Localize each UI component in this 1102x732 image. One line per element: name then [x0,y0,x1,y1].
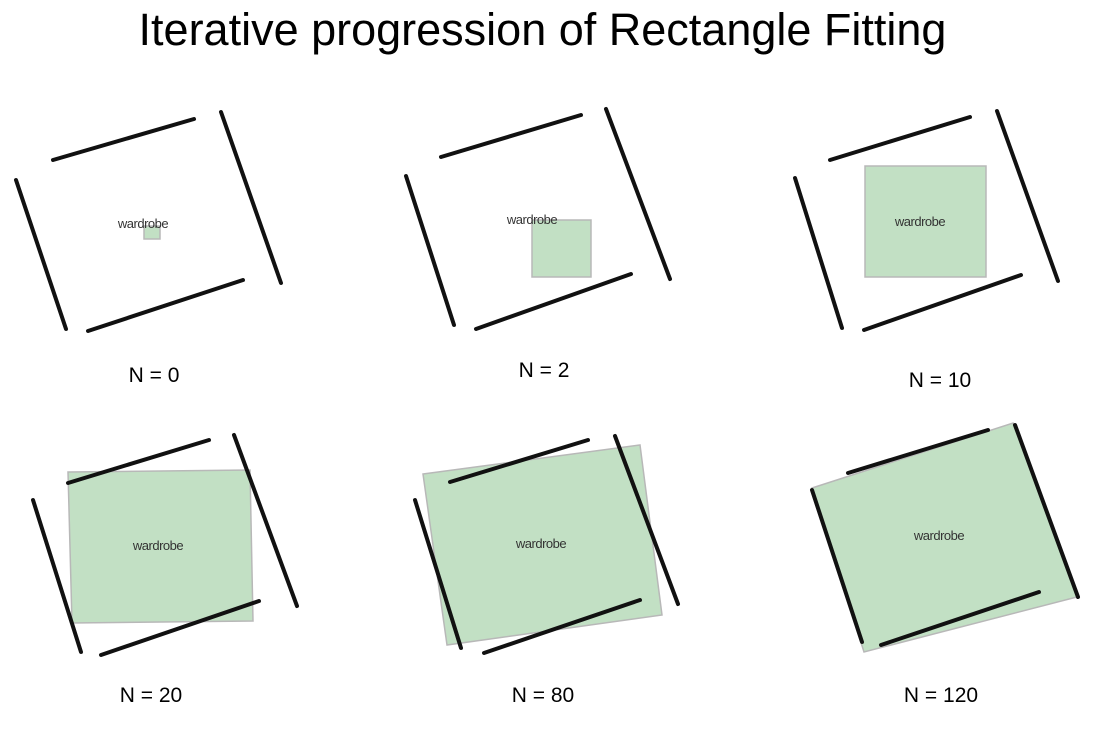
wall-left [810,488,864,644]
fitted-rectangle [864,165,987,278]
fitted-rectangle [422,444,663,646]
panel-n0: wardrobe N = 0 [14,110,283,387]
wall-bottom [862,273,1023,332]
fitted-rectangle [67,469,254,624]
wall-left [404,174,456,327]
wall-left [413,498,463,650]
fitted-rectangle [143,225,161,240]
panel-n2: wardrobe N = 2 [404,107,672,382]
wall-bottom [879,590,1041,647]
wall-right [219,110,283,285]
wall-left [793,176,844,330]
object-label: wardrobe [117,216,168,231]
wall-bottom [482,598,642,655]
panel-n80: wardrobe N = 80 [413,434,680,707]
panel-n20: wardrobe N = 20 [31,433,299,707]
wall-bottom [99,599,261,657]
panel-n10: wardrobe N = 10 [793,109,1060,392]
wall-right [1013,423,1080,599]
page-title: Iterative progression of Rectangle Fitti… [138,4,947,55]
panel-caption: N = 0 [129,364,180,387]
object-label: wardrobe [913,528,964,543]
wall-right [995,109,1060,283]
wall-left [14,178,68,331]
fitted-rectangle [531,219,592,278]
object-label: wardrobe [894,214,945,229]
wall-right [604,107,672,281]
wall-top [828,115,972,162]
wall-right [613,434,680,606]
panel-caption: N = 20 [120,684,182,707]
panel-caption: N = 80 [512,684,574,707]
panel-caption: N = 10 [909,369,971,392]
panel-caption: N = 120 [904,684,978,707]
wall-left [31,498,83,654]
wall-bottom [86,278,245,333]
wall-top [439,113,583,159]
wall-top [51,117,196,162]
object-label: wardrobe [506,212,557,227]
panel-n120: wardrobe N = 120 [810,422,1080,707]
wall-top [846,428,990,475]
wall-bottom [474,272,633,331]
wall-top [448,438,590,484]
panel-caption: N = 2 [519,359,570,382]
object-label: wardrobe [515,536,566,551]
wall-right [232,433,299,608]
object-label: wardrobe [132,538,183,553]
wall-top [66,438,211,485]
